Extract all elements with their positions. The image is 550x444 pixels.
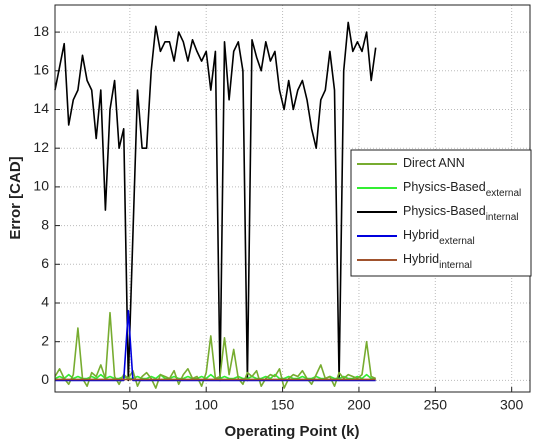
x-tick-label: 250 [424, 397, 448, 413]
legend-name: Hybrid [403, 252, 439, 266]
legend-name: Physics-Based [403, 180, 486, 194]
y-tick-label: 2 [41, 332, 49, 348]
y-tick-label: 0 [41, 371, 49, 387]
legend-label: Hybridexternal [403, 228, 475, 246]
x-tick-label: 100 [195, 397, 219, 413]
y-tick-label: 14 [33, 100, 49, 116]
x-tick-label: 200 [347, 397, 371, 413]
y-tick-label: 16 [33, 61, 49, 77]
legend-name: Hybrid [403, 228, 439, 242]
y-tick-label: 18 [33, 23, 49, 39]
x-tick-label: 50 [122, 397, 138, 413]
y-tick-label: 10 [33, 178, 49, 194]
y-tick-label: 6 [41, 255, 49, 271]
y-tick-label: 8 [41, 216, 49, 232]
legend-subscript: external [486, 188, 522, 199]
y-tick-label: 12 [33, 139, 49, 155]
x-tick-label: 150 [271, 397, 295, 413]
x-tick-label: 300 [500, 397, 524, 413]
legend-label: Physics-Basedinternal [403, 204, 519, 222]
legend-label: Direct ANN [403, 156, 465, 170]
line [54, 21, 377, 382]
legend-name: Direct ANN [403, 156, 465, 170]
line [55, 309, 376, 382]
line [54, 311, 377, 389]
legend-label: Hybridinternal [403, 252, 472, 270]
x-axis-label: Operating Point (k) [225, 423, 360, 440]
legend-subscript: internal [486, 212, 519, 223]
legend-subscript: external [439, 236, 475, 247]
y-axis-label: Error [CAD] [7, 156, 24, 239]
legend-name: Physics-Based [403, 204, 486, 218]
legend-subscript: internal [439, 260, 472, 271]
y-tick-label: 4 [41, 294, 49, 310]
legend-label: Physics-Basedexternal [403, 180, 521, 198]
